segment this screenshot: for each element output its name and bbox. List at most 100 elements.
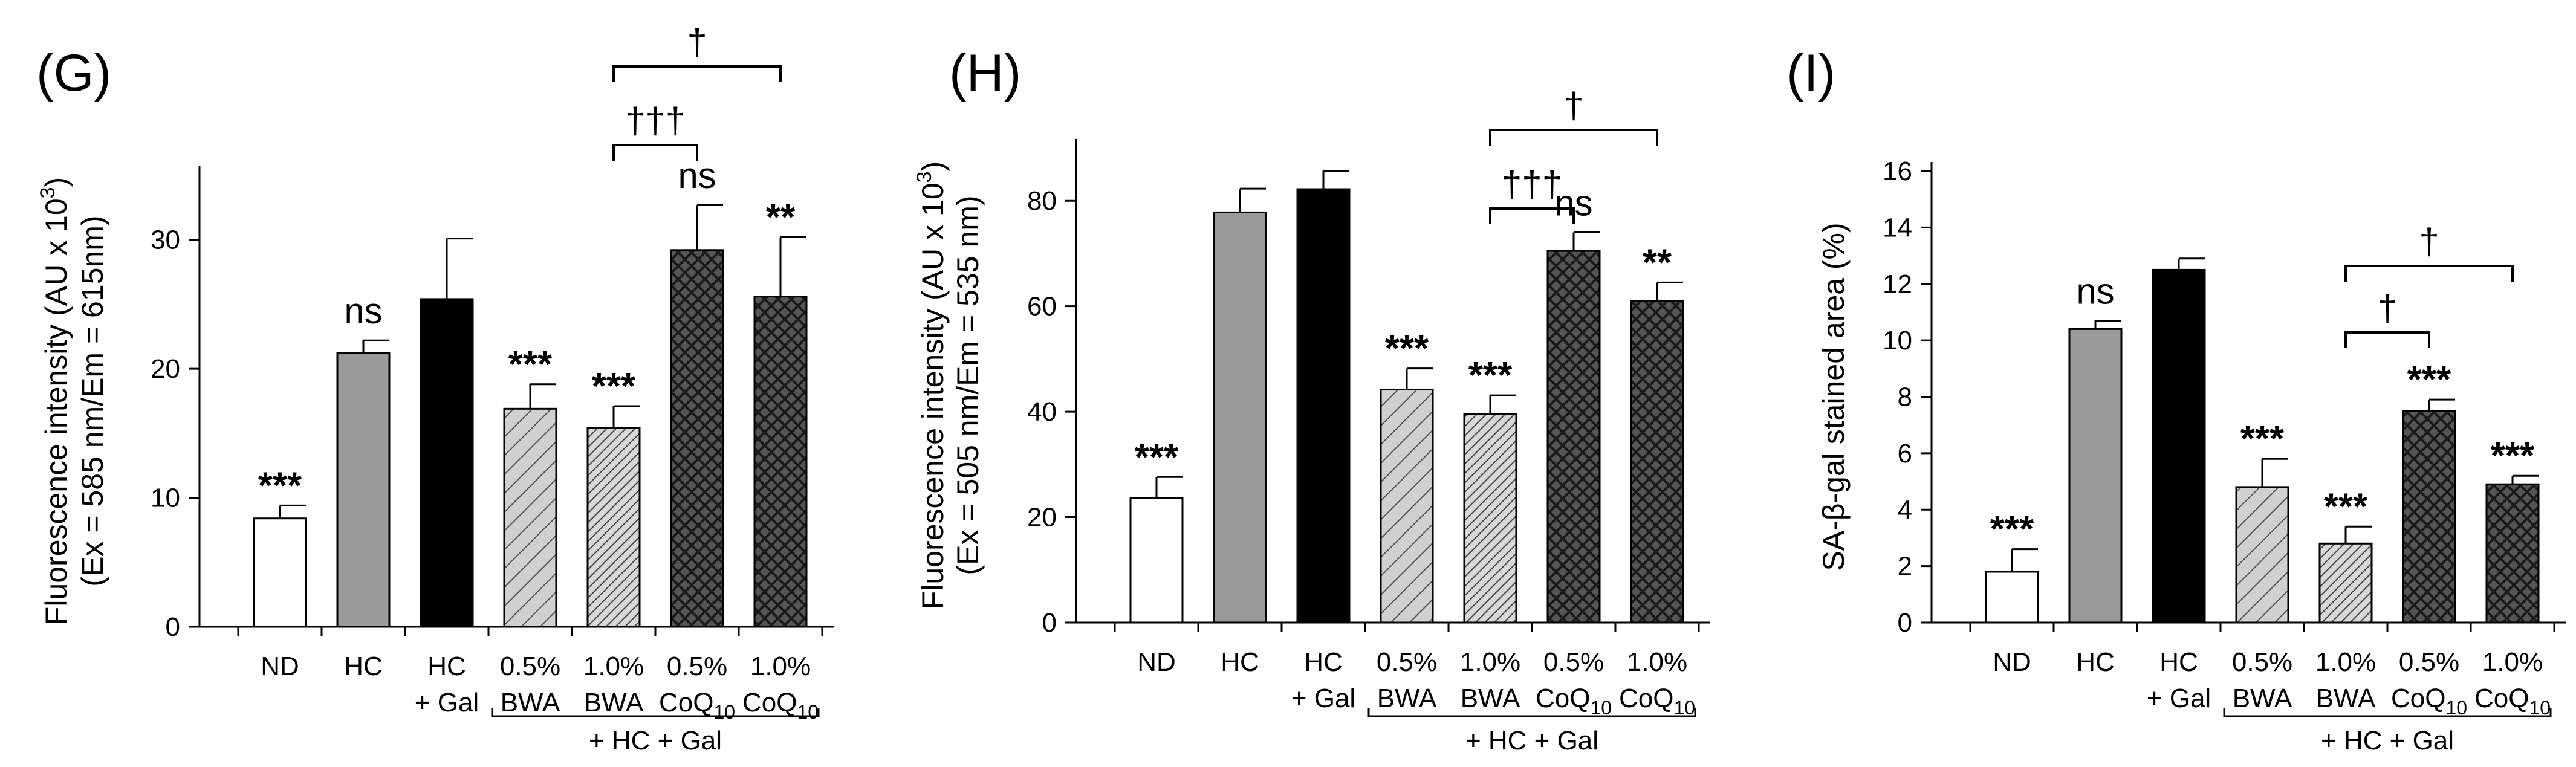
bar-6 <box>1546 250 1601 624</box>
category-label: HC <box>1304 647 1343 677</box>
y-tick-label: 6 <box>1898 439 1912 468</box>
category-label: 0.5% <box>1377 647 1437 677</box>
panel-label: (G) <box>36 44 111 102</box>
y-tick-label: 16 <box>1883 157 1912 186</box>
bar-4 <box>1380 388 1434 624</box>
group-label: + HC + Gal <box>589 726 722 756</box>
chart-panel-2: (H) Fluorescence intensity (AU x 103)(Ex … <box>913 44 1710 756</box>
y-axis-label: SA-β-gal stained area (%) <box>1817 222 1851 571</box>
category-label-line2: CoQ10 <box>1619 684 1695 719</box>
panels-container: (G) Fluorescence intensity (AU x 103) (Ex … <box>36 22 2566 756</box>
comparison-bracket <box>612 65 782 82</box>
category-label: 1.0% <box>750 652 811 681</box>
bar-7 <box>753 296 808 628</box>
chart-panel-3: (I) SA-β-gal stained area (%) 0 2 4 6 8 10 12 14 1… <box>1786 44 2566 756</box>
panel-label: (I) <box>1786 44 1835 102</box>
y-tick-label: 4 <box>1898 495 1912 525</box>
significance-label: *** <box>1135 436 1179 478</box>
bar-5 <box>586 427 641 628</box>
comparison-bracket <box>612 144 698 161</box>
category-label: 1.0% <box>2315 647 2376 677</box>
category-label-line2: BWA <box>501 688 560 717</box>
significance-label: *** <box>1468 355 1513 396</box>
comparison-label: † <box>2419 221 2439 262</box>
category-label-line2: CoQ10 <box>1536 684 1612 719</box>
significance-label: *** <box>592 366 636 407</box>
category-label: ND <box>261 652 299 681</box>
category-label: 0.5% <box>1543 647 1604 677</box>
significance-label: ns <box>2076 271 2114 311</box>
comparison-label: ††† <box>1502 164 1562 204</box>
y-tick-label: 2 <box>1898 552 1912 581</box>
panel-label: (H) <box>949 44 1021 102</box>
comparison-label: † <box>2377 288 2397 328</box>
comparison-bracket <box>2344 331 2430 348</box>
bar-2 <box>2068 328 2123 624</box>
category-label: 0.5% <box>500 652 560 681</box>
y-axis-label: Fluorescence intensity (AU x 103) <box>913 161 950 609</box>
category-label: 0.5% <box>2399 647 2459 677</box>
y-tick-label: 30 <box>151 225 180 255</box>
bar-3 <box>2152 268 2206 624</box>
significance-label: ** <box>1643 242 1672 283</box>
bar-6 <box>2402 410 2456 624</box>
comparison-label: † <box>1563 85 1583 126</box>
bar-7 <box>1630 300 1684 624</box>
bar-1 <box>1985 571 2039 624</box>
group-label: + HC + Gal <box>1465 726 1598 756</box>
comparison-bracket <box>1489 207 1575 224</box>
y-axis-label-line2: (Ex = 585 nm/Em = 615nm) <box>76 215 109 586</box>
significance-label: *** <box>508 344 553 386</box>
bar-1 <box>1129 497 1184 624</box>
category-label: HC <box>344 652 383 681</box>
significance-label: ns <box>344 291 382 331</box>
bar-4 <box>503 407 557 628</box>
comparison-bracket <box>2344 265 2514 282</box>
y-tick-label: 20 <box>1027 503 1057 532</box>
bar-4 <box>2235 486 2289 624</box>
group-label: + HC + Gal <box>2321 726 2454 756</box>
category-label-line2: CoQ10 <box>742 688 819 723</box>
category-label-line2: CoQ10 <box>2391 684 2467 719</box>
category-label-line2: BWA <box>2233 684 2292 713</box>
y-tick-label: 0 <box>1042 608 1057 638</box>
category-label: 1.0% <box>2482 647 2543 677</box>
bar-1 <box>253 517 307 628</box>
bar-3 <box>420 298 474 628</box>
significance-label: *** <box>2407 359 2451 401</box>
category-label: 0.5% <box>667 652 727 681</box>
comparison-label: † <box>687 22 707 62</box>
category-label-line2: BWA <box>584 688 644 717</box>
y-tick-label: 8 <box>1898 383 1912 412</box>
category-label-line2: CoQ10 <box>659 688 735 723</box>
y-tick-label: 60 <box>1027 292 1057 322</box>
category-label: HC <box>427 652 466 681</box>
category-label-line2: + Gal <box>1291 684 1355 713</box>
y-tick-label: 40 <box>1027 397 1057 427</box>
category-label-line2: CoQ10 <box>2474 684 2551 719</box>
bar-7 <box>2485 483 2540 624</box>
bar-2 <box>336 352 391 628</box>
significance-label: *** <box>2324 486 2368 528</box>
category-label: HC <box>2159 647 2198 677</box>
group-bracket <box>2223 708 2552 717</box>
category-label: 1.0% <box>583 652 644 681</box>
significance-label: *** <box>1385 328 1429 370</box>
group-bracket <box>491 708 820 717</box>
significance-label: *** <box>1990 509 2034 551</box>
category-label: 1.0% <box>1460 647 1520 677</box>
significance-label: ns <box>678 155 716 196</box>
category-label: 0.5% <box>2232 647 2292 677</box>
significance-label: *** <box>2240 418 2285 460</box>
category-label-line2: BWA <box>2316 684 2376 713</box>
y-tick-label: 0 <box>1898 608 1912 638</box>
significance-label: *** <box>2491 435 2535 477</box>
category-label: HC <box>1221 647 1259 677</box>
bar-3 <box>1296 188 1351 624</box>
y-tick-label: 80 <box>1027 186 1057 216</box>
category-label: ND <box>1993 647 2031 677</box>
y-tick-label: 14 <box>1883 213 1912 242</box>
y-tick-label: 20 <box>151 354 180 384</box>
significance-label: ** <box>766 196 796 238</box>
